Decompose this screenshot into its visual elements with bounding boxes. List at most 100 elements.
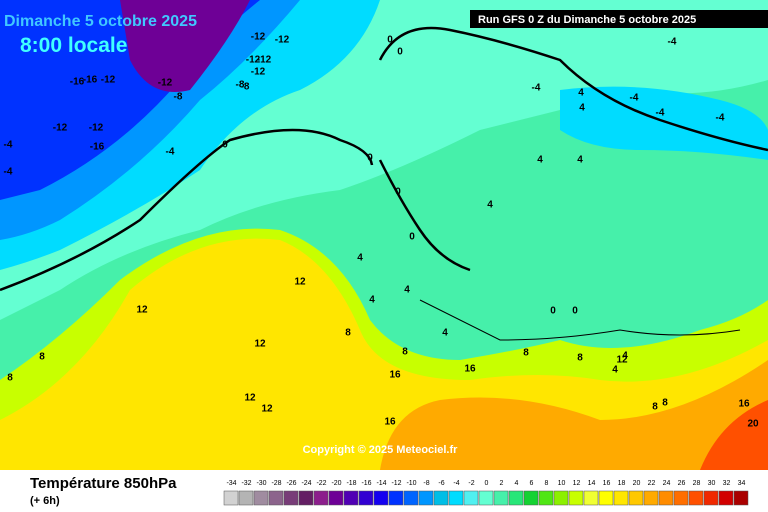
isotherm-label: -12 xyxy=(158,78,173,89)
colorbar-label: 2 xyxy=(500,480,504,487)
color-swatch xyxy=(553,490,569,506)
color-swatch xyxy=(673,490,689,506)
color-swatch xyxy=(568,490,584,506)
isotherm-label: 16 xyxy=(738,399,750,410)
isotherm-label: 4 xyxy=(577,155,583,166)
colorbar-label: 18 xyxy=(618,480,626,487)
color-swatch xyxy=(658,490,674,506)
isotherm-label: -16 xyxy=(90,142,105,153)
coastline-europe xyxy=(419,299,741,341)
time-text: 8:00 locale xyxy=(20,34,127,57)
isotherm-label: -12 xyxy=(246,55,261,66)
color-swatch xyxy=(253,490,269,506)
isotherm-label: 4 xyxy=(537,155,543,166)
isotherm-label: 8 xyxy=(662,398,668,409)
color-swatch xyxy=(598,490,614,506)
colorbar: -34 -32 -30 -28 -26 -24 -22 -20 -18 -16 -14 -12 -10-… xyxy=(223,480,749,506)
isotherm-label: 8 xyxy=(39,352,45,363)
isotherm-label: 4 xyxy=(612,365,618,376)
coastlines xyxy=(0,26,768,341)
isotherm-label: 8 xyxy=(652,402,658,413)
isotherm-label: 8 xyxy=(402,347,408,358)
isotherm-label: 16 xyxy=(389,370,401,381)
isotherm-label: 4 xyxy=(357,253,363,264)
isotherm-label: -4 xyxy=(630,93,639,104)
isotherm-label: 16 xyxy=(384,417,396,428)
color-swatch xyxy=(688,490,704,506)
legend-lead: (+ 6h) xyxy=(30,495,60,507)
color-swatch xyxy=(358,490,374,506)
coastline-greenland xyxy=(0,128,374,292)
colorbar-label: 12 xyxy=(573,480,581,487)
colorbar-label: -6 xyxy=(438,480,444,487)
isotherm-label: 0 xyxy=(397,47,403,58)
color-swatch xyxy=(238,490,254,506)
copyright: Copyright © 2025 Meteociel.fr xyxy=(303,444,459,456)
colorbar-label: 30 xyxy=(708,480,716,487)
isotherm-label: -4 xyxy=(4,140,13,151)
isotherm-label: 12 xyxy=(261,404,273,415)
colorbar-label: -10 xyxy=(406,480,416,487)
colorbar-label: 34 xyxy=(738,480,746,487)
color-swatch xyxy=(508,490,524,506)
isotherm-label: 16 xyxy=(464,364,476,375)
colorbar-label: -34 xyxy=(226,480,236,487)
isotherm-label: 4 xyxy=(579,103,585,114)
isotherm-label: -8 xyxy=(241,82,250,93)
colorbar-label: -4 xyxy=(453,480,459,487)
colorbar-label: 24 xyxy=(663,480,671,487)
run-box xyxy=(470,10,768,28)
color-swatch xyxy=(523,490,539,506)
colorbar-label: -18 xyxy=(346,480,356,487)
isotherm-label: 12 xyxy=(244,393,256,404)
colorbar-label: 32 xyxy=(723,480,731,487)
color-swatch xyxy=(343,490,359,506)
field-cold-east xyxy=(560,86,768,160)
colorbar-label: 20 xyxy=(633,480,641,487)
isotherm-label: 0 xyxy=(387,35,393,46)
date-text: Dimanche 5 octobre 2025 xyxy=(4,13,197,30)
isotherm-label: -16 xyxy=(83,75,98,86)
isotherm-label: 4 xyxy=(578,88,584,99)
color-swatch xyxy=(733,490,749,506)
colorbar-label: 22 xyxy=(648,480,656,487)
colorbar-label: 6 xyxy=(530,480,534,487)
isotherm-label: -8 xyxy=(174,92,183,103)
color-swatch xyxy=(328,490,344,506)
colorbar-label: 14 xyxy=(588,480,596,487)
isotherm-label: 4 xyxy=(487,200,493,211)
colorbar-label: 28 xyxy=(693,480,701,487)
colorbar-label: -22 xyxy=(316,480,326,487)
color-swatch xyxy=(418,490,434,506)
isotherm-label: 8 xyxy=(7,373,13,384)
color-swatch xyxy=(223,490,239,506)
colorbar-label: -2 xyxy=(468,480,474,487)
colorbar-label: 4 xyxy=(515,480,519,487)
isotherm-label: 12 xyxy=(616,355,628,366)
color-swatch xyxy=(703,490,719,506)
colorbar-label: 8 xyxy=(545,480,549,487)
isotherm-label: -8 xyxy=(236,80,245,91)
isotherm-label: -12 xyxy=(89,123,104,134)
color-swatch xyxy=(373,490,389,506)
isotherm-label: -4 xyxy=(668,37,677,48)
colorbar-label: -16 xyxy=(361,480,371,487)
isotherm-label: -12 xyxy=(101,75,116,86)
color-swatch xyxy=(403,490,419,506)
color-swatch xyxy=(463,490,479,506)
isotherm-label: 12 xyxy=(136,305,148,316)
isotherm-label: 0 xyxy=(409,232,415,243)
color-swatch xyxy=(478,490,494,506)
color-swatch xyxy=(268,490,284,506)
colorbar-label: -20 xyxy=(331,480,341,487)
color-swatch xyxy=(613,490,629,506)
isotherm-label: 0 xyxy=(395,187,401,198)
color-swatch xyxy=(643,490,659,506)
isotherm-label: 4 xyxy=(442,328,448,339)
color-swatch xyxy=(448,490,464,506)
isotherm-label: 0 xyxy=(550,306,556,317)
color-swatch xyxy=(538,490,554,506)
temperature-field xyxy=(0,0,768,470)
colorbar-label: -14 xyxy=(376,480,386,487)
